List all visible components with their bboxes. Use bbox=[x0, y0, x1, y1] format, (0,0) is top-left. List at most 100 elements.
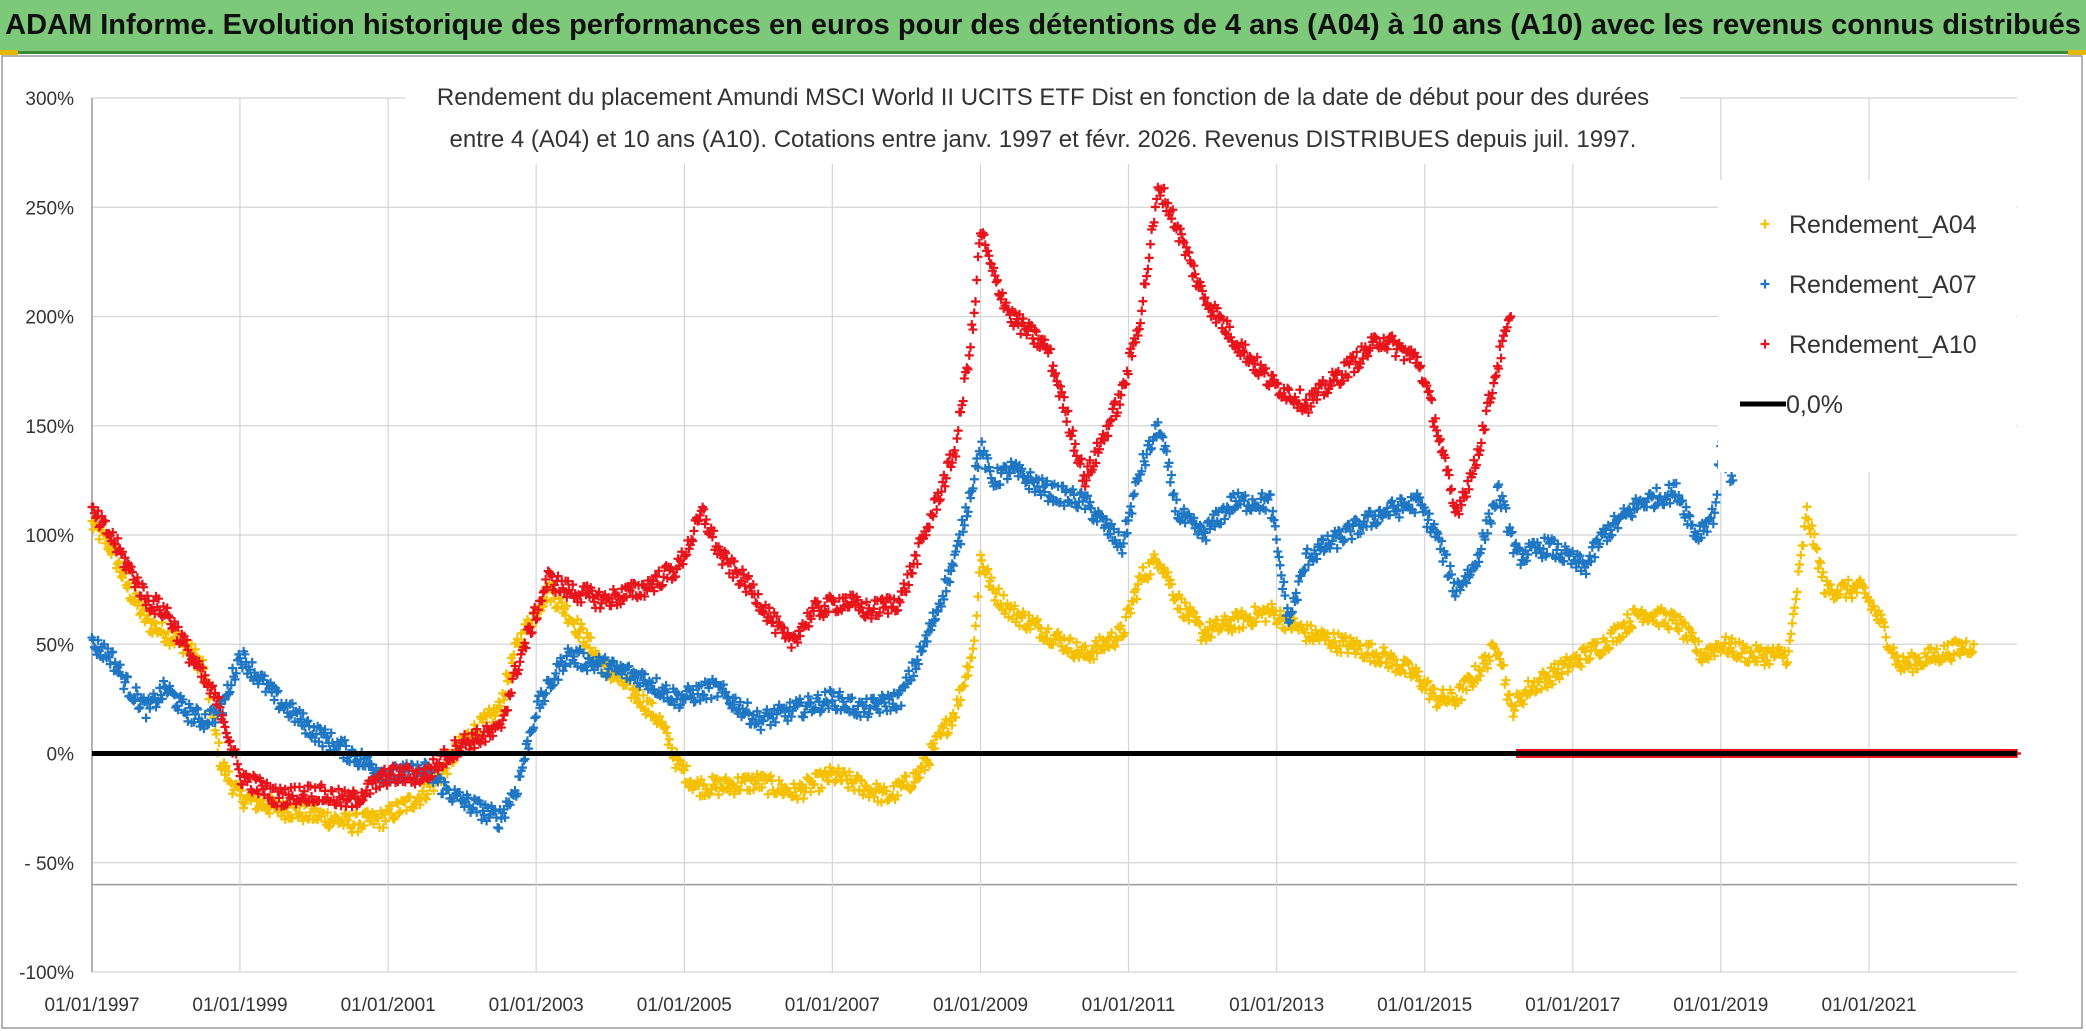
x-tick-label: 01/01/2011 bbox=[1082, 995, 1176, 1016]
data-point-Rendement_A04 bbox=[1798, 540, 1808, 550]
data-point-Rendement_A04 bbox=[1817, 572, 1827, 582]
data-point-Rendement_A04 bbox=[1835, 589, 1845, 599]
data-point-Rendement_A04 bbox=[1758, 650, 1768, 660]
data-point-Rendement_A04 bbox=[1495, 654, 1505, 664]
data-point-Rendement_A04 bbox=[1946, 656, 1956, 666]
data-point-Rendement_A04 bbox=[1557, 669, 1567, 679]
data-point-Rendement_A04 bbox=[1184, 615, 1194, 625]
data-point-Rendement_A04 bbox=[869, 792, 879, 802]
data-point-Rendement_A04 bbox=[324, 822, 334, 832]
data-point-Rendement_A07 bbox=[766, 720, 776, 730]
data-point-Rendement_A04 bbox=[1796, 550, 1806, 560]
data-point-Rendement_A07 bbox=[145, 703, 155, 713]
data-point-Rendement_A04 bbox=[1476, 666, 1486, 676]
data-point-Rendement_A07 bbox=[193, 704, 203, 714]
data-point-Rendement_A04 bbox=[298, 816, 308, 826]
data-point-Rendement_A04 bbox=[953, 700, 963, 710]
data-point-Rendement_A07 bbox=[296, 714, 306, 724]
data-point-Rendement_A04 bbox=[1671, 618, 1681, 628]
data-point-Rendement_A04 bbox=[151, 619, 161, 629]
data-point-Rendement_A07 bbox=[272, 687, 282, 697]
data-point-Rendement_A04 bbox=[1802, 502, 1812, 512]
data-point-Rendement_A04 bbox=[1126, 608, 1136, 618]
data-point-Rendement_A04 bbox=[1379, 642, 1389, 652]
data-point-Rendement_A07 bbox=[371, 763, 381, 773]
data-point-Rendement_A07 bbox=[520, 754, 530, 764]
data-point-Rendement_A07 bbox=[624, 661, 634, 671]
data-point-Rendement_A04 bbox=[1511, 701, 1521, 711]
data-point-Rendement_A07 bbox=[182, 710, 192, 720]
data-point-Rendement_A04 bbox=[925, 760, 935, 770]
data-point-Rendement_A04 bbox=[1053, 627, 1063, 637]
data-point-Rendement_A04 bbox=[1786, 629, 1796, 639]
y-tick-label: 300% bbox=[25, 89, 74, 110]
data-point-Rendement_A07 bbox=[530, 713, 540, 723]
data-point-Rendement_A04 bbox=[385, 808, 395, 818]
data-point-Rendement_A04 bbox=[442, 769, 452, 779]
data-point-Rendement_A07 bbox=[659, 693, 669, 703]
data-point-Rendement_A04 bbox=[1813, 563, 1823, 573]
data-point-Rendement_A04 bbox=[1542, 682, 1552, 692]
y-tick-label: -100% bbox=[19, 963, 74, 984]
data-point-Rendement_A07 bbox=[647, 678, 657, 688]
data-point-Rendement_A04 bbox=[1195, 619, 1205, 629]
data-point-Rendement_A07 bbox=[718, 680, 728, 690]
data-point-Rendement_A04 bbox=[970, 621, 980, 631]
data-point-Rendement_A04 bbox=[967, 653, 977, 663]
data-point-Rendement_A04 bbox=[1843, 575, 1853, 585]
legend-item: Rendement_A10 bbox=[1760, 331, 1977, 359]
data-point-Rendement_A04 bbox=[964, 662, 974, 672]
data-point-Rendement_A04 bbox=[1365, 656, 1375, 666]
data-point-Rendement_A07 bbox=[122, 672, 132, 682]
data-point-Rendement_A07 bbox=[173, 705, 183, 715]
data-point-Rendement_A04 bbox=[1062, 643, 1072, 653]
data-point-Rendement_A04 bbox=[178, 648, 188, 658]
data-point-Rendement_A04 bbox=[1563, 667, 1573, 677]
data-point-Rendement_A04 bbox=[1670, 610, 1680, 620]
data-point-Rendement_A04 bbox=[1205, 617, 1215, 627]
data-point-Rendement_A04 bbox=[1627, 623, 1637, 633]
data-point-Rendement_A04 bbox=[1540, 677, 1550, 687]
data-point-Rendement_A04 bbox=[983, 564, 993, 574]
data-point-Rendement_A07 bbox=[602, 669, 612, 679]
data-point-Rendement_A07 bbox=[593, 661, 603, 671]
data-point-Rendement_A04 bbox=[214, 738, 224, 748]
data-point-Rendement_A07 bbox=[770, 717, 780, 727]
x-tick-label: 01/01/2003 bbox=[489, 995, 584, 1016]
data-point-Rendement_A04 bbox=[1143, 574, 1153, 584]
data-point-Rendement_A04 bbox=[1584, 655, 1594, 665]
data-point-Rendement_A04 bbox=[1943, 639, 1953, 649]
data-point-Rendement_A04 bbox=[372, 812, 382, 822]
data-point-Rendement_A04 bbox=[704, 790, 714, 800]
data-point-Rendement_A04 bbox=[342, 815, 352, 825]
data-point-Rendement_A04 bbox=[1389, 654, 1399, 664]
data-point-Rendement_A04 bbox=[913, 767, 923, 777]
data-point-Rendement_A07 bbox=[105, 659, 115, 669]
data-point-Rendement_A04 bbox=[857, 776, 867, 786]
data-point-Rendement_A04 bbox=[1807, 521, 1817, 531]
series-Rendement_A07 bbox=[87, 417, 1738, 833]
data-point-Rendement_A04 bbox=[638, 690, 648, 700]
data-point-Rendement_A07 bbox=[190, 709, 200, 719]
data-point-Rendement_A04 bbox=[401, 805, 411, 815]
legend-label: 0,0% bbox=[1786, 391, 1843, 419]
data-point-Rendement_A07 bbox=[662, 687, 672, 697]
data-point-Rendement_A04 bbox=[1693, 636, 1703, 646]
data-point-Rendement_A04 bbox=[577, 623, 587, 633]
data-point-Rendement_A04 bbox=[1132, 594, 1142, 604]
data-point-Rendement_A04 bbox=[1237, 606, 1247, 616]
data-point-Rendement_A04 bbox=[876, 797, 886, 807]
data-point-Rendement_A04 bbox=[1847, 593, 1857, 603]
data-point-Rendement_A04 bbox=[1025, 624, 1035, 634]
data-point-Rendement_A07 bbox=[459, 802, 469, 812]
data-point-Rendement_A04 bbox=[1180, 598, 1190, 608]
data-point-Rendement_A04 bbox=[576, 619, 586, 629]
data-point-Rendement_A04 bbox=[1275, 606, 1285, 616]
data-point-Rendement_A04 bbox=[881, 786, 891, 796]
data-point-Rendement_A07 bbox=[269, 695, 279, 705]
data-point-Rendement_A04 bbox=[1914, 653, 1924, 663]
data-point-Rendement_A07 bbox=[178, 694, 188, 704]
data-point-Rendement_A04 bbox=[258, 795, 268, 805]
data-point-Rendement_A04 bbox=[968, 644, 978, 654]
y-tick-label: 250% bbox=[25, 198, 74, 219]
